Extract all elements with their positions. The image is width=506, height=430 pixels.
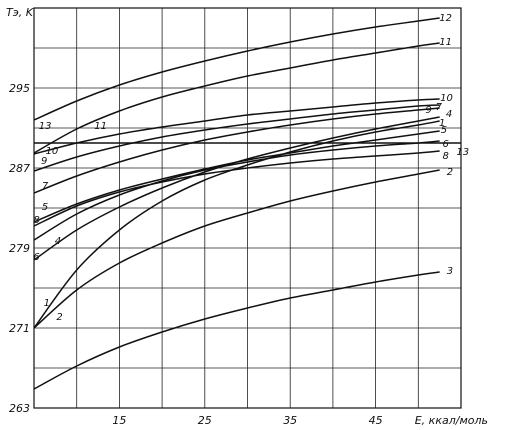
y-tick-label: 263 [9, 402, 30, 415]
y-tick-label: 271 [9, 322, 30, 335]
curve-label-6: 6 [442, 139, 448, 150]
curve-label-6: 6 [33, 252, 39, 263]
y-tick-label: 279 [9, 242, 30, 255]
curve-label-1: 1 [439, 118, 445, 129]
curve-label-11: 11 [94, 121, 107, 132]
curve-7 [33, 107, 440, 194]
curve-label-13: 13 [456, 147, 469, 158]
y-tick-label: 287 [9, 162, 30, 175]
curve-label-9: 9 [425, 105, 431, 116]
x-tick-label: 35 [283, 414, 297, 427]
x-tick-label: 45 [369, 414, 383, 427]
curve-label-2: 2 [56, 312, 62, 323]
curve-label-4: 4 [446, 109, 452, 120]
curve-label-10: 10 [46, 146, 59, 157]
curve-2 [33, 169, 440, 329]
curve-label-9: 9 [41, 156, 47, 167]
curve-label-10: 10 [440, 93, 453, 104]
plot-frame [33, 7, 462, 409]
curve-label-11: 11 [439, 37, 452, 48]
curve-label-13: 13 [39, 121, 52, 132]
axis-labels: Tэ, K E, ккал/моль [6, 6, 488, 427]
curve-6 [33, 140, 440, 241]
curve-label-3: 3 [447, 266, 453, 277]
curve-9 [33, 104, 440, 172]
curve-label-8: 8 [33, 215, 39, 226]
curve-10 [33, 98, 440, 155]
curve-label-7: 7 [42, 181, 49, 192]
curve-label-7: 7 [436, 102, 443, 113]
curve-label-4: 4 [55, 236, 61, 247]
y-tick-label: 295 [9, 82, 30, 95]
grid [33, 7, 462, 409]
curve-label-5: 5 [42, 202, 48, 213]
curve-8 [33, 150, 440, 227]
curve-4 [33, 116, 440, 261]
curve-12 [33, 17, 440, 121]
curve-5 [33, 130, 440, 223]
x-axis-label: E, ккал/моль [415, 414, 488, 427]
curves [33, 17, 461, 390]
curve-label-5: 5 [441, 125, 447, 136]
x-tick-label: 25 [198, 414, 212, 427]
curve-label-12: 12 [439, 13, 452, 24]
curve-label-2: 2 [447, 167, 453, 178]
curve-label-1: 1 [44, 298, 50, 309]
curve-11 [33, 42, 440, 154]
x-tick-label: 15 [112, 414, 126, 427]
y-axis-label: Tэ, K [6, 6, 34, 19]
curve-1 [33, 120, 440, 329]
curve-label-8: 8 [442, 151, 448, 162]
curve-3 [33, 271, 440, 390]
